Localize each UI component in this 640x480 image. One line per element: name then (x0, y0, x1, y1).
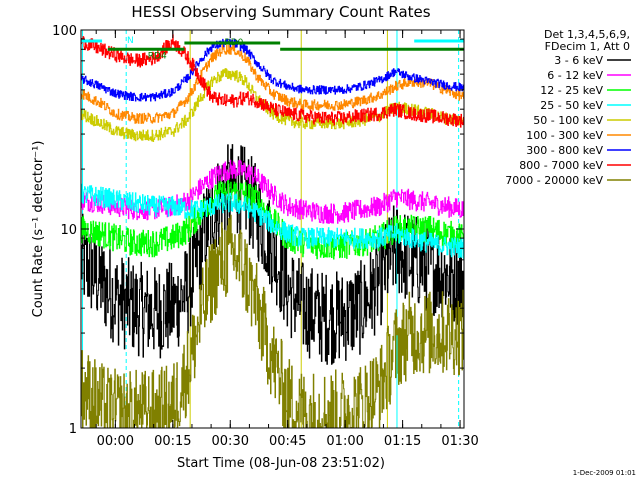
series-3 (81, 183, 465, 260)
legend-label-8: 7000 - 20000 keV (505, 174, 603, 187)
x-axis-label: Start Time (08-Jun-08 23:51:02) (177, 456, 385, 471)
annotation-label-0: N (127, 36, 134, 46)
x-tick-label-0: 00:00 (97, 434, 134, 449)
y-axis-label: Count Rate (s⁻¹ detector⁻¹) (31, 141, 46, 318)
series-line-6 (81, 38, 465, 102)
series-line-5 (81, 43, 465, 124)
series-5 (81, 43, 465, 124)
series-line-3 (81, 183, 465, 260)
annotation-label-2: RD0 (224, 38, 243, 48)
legend: Det 1,3,4,5,6,9,FDecim 1, Att 03 - 6 keV… (505, 28, 631, 187)
series-line-1 (81, 159, 465, 224)
series-6 (81, 38, 465, 102)
annotation-label-1: RD4 (148, 51, 167, 61)
legend-label-4: 50 - 100 keV (533, 114, 603, 127)
x-tick-label-2: 00:30 (212, 434, 249, 449)
x-tick-label-3: 00:45 (269, 434, 306, 449)
footer-timestamp: 1-Dec-2009 01:01 (572, 469, 636, 477)
legend-header-1: FDecim 1, Att 0 (545, 40, 630, 53)
legend-label-6: 300 - 800 keV (526, 144, 603, 157)
series-7 (81, 34, 465, 128)
y-tick-label-0: 1 (69, 422, 77, 437)
x-tick-label-1: 00:15 (154, 434, 191, 449)
legend-label-3: 25 - 50 keV (540, 99, 603, 112)
x-tick-label-6: 01:30 (441, 434, 478, 449)
legend-label-0: 3 - 6 keV (554, 54, 603, 67)
plot-area: N RD4 RD0 (81, 30, 465, 429)
series-line-7 (81, 34, 465, 128)
series-line-8 (81, 214, 465, 429)
axes: 00:00 00:15 00:30 00:45 01:00 01:15 01:30 1 10 10… (52, 24, 479, 449)
legend-label-5: 100 - 300 keV (526, 129, 603, 142)
series-line-0 (81, 144, 465, 365)
y-tick-label-2: 100 (52, 24, 77, 39)
chart-title: HESSI Observing Summary Count Rates (131, 3, 430, 21)
y-tick-label-1: 10 (60, 223, 77, 238)
series-0 (81, 144, 465, 365)
legend-label-2: 12 - 25 keV (540, 84, 603, 97)
legend-header-0: Det 1,3,4,5,6,9, (544, 28, 630, 41)
series-1 (81, 159, 465, 224)
legend-label-1: 6 - 12 keV (547, 69, 603, 82)
x-tick-label-4: 01:00 (326, 434, 363, 449)
x-tick-label-5: 01:15 (384, 434, 421, 449)
series-8 (81, 214, 465, 429)
legend-label-7: 800 - 7000 keV (519, 159, 603, 172)
